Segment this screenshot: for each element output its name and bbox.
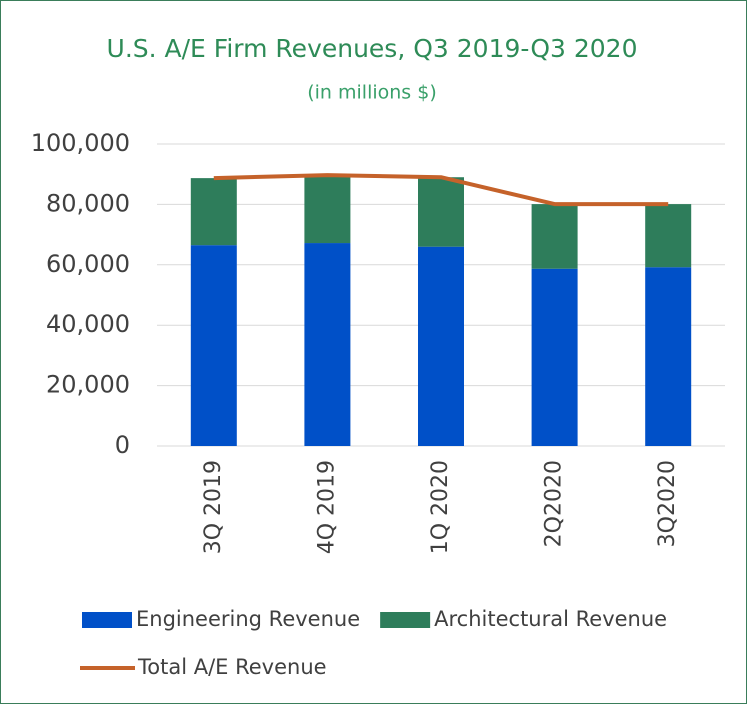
legend-swatch bbox=[380, 612, 431, 628]
bar bbox=[418, 246, 464, 446]
y-tick-label: 20,000 bbox=[46, 371, 130, 399]
bar bbox=[418, 177, 464, 247]
legend-swatch bbox=[82, 612, 132, 628]
bar bbox=[190, 245, 237, 446]
line bbox=[213, 173, 669, 207]
y-tick-label: 80,000 bbox=[46, 189, 130, 217]
legend-label: Total A/E Revenue bbox=[137, 655, 327, 679]
bar bbox=[645, 267, 692, 446]
bar bbox=[531, 204, 578, 269]
x-tick-label: 4Q 2019 bbox=[314, 460, 339, 554]
x-tick-label: 2Q2020 bbox=[542, 460, 567, 547]
legend-label: Architectural Revenue bbox=[434, 607, 667, 631]
bar bbox=[645, 204, 692, 268]
bar bbox=[304, 243, 351, 446]
bar bbox=[304, 175, 351, 244]
chart-title: U.S. A/E Firm Revenues, Q3 2019-Q3 2020 bbox=[107, 34, 638, 63]
x-tick-label: 3Q 2019 bbox=[201, 460, 226, 554]
bar bbox=[190, 178, 237, 246]
x-tick-label: 1Q 2020 bbox=[428, 460, 453, 554]
y-tick-label: 0 bbox=[115, 431, 130, 459]
legend-label: Engineering Revenue bbox=[136, 607, 360, 631]
y-tick-label: 60,000 bbox=[46, 250, 130, 278]
y-tick-label: 40,000 bbox=[46, 310, 130, 338]
bar bbox=[531, 268, 578, 446]
x-tick-label: 3Q2020 bbox=[655, 460, 680, 547]
y-tick-label: 100,000 bbox=[31, 129, 130, 157]
chart-subtitle: (in millions $) bbox=[307, 82, 437, 104]
